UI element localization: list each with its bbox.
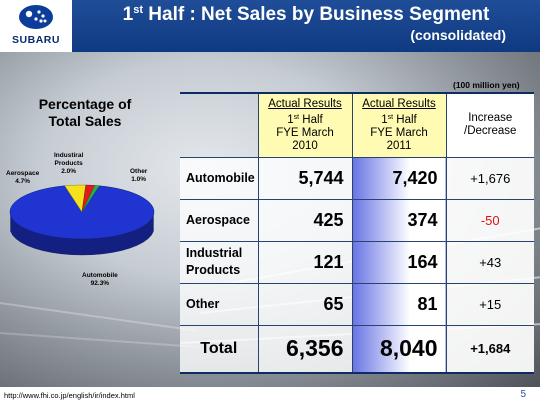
value-2010: 6,356 [257, 324, 352, 374]
col-header-2010: Actual Results 1st Half FYE March 2010 [257, 92, 352, 158]
row-label: Other [180, 282, 258, 326]
value-2011: 7,420 [351, 156, 446, 200]
pie-label-aerospace: Aerospace 4.7% [6, 170, 40, 185]
pie-label-other: Other 1.0% [130, 168, 148, 183]
pie-label-automobile: Automobile 92.3% [82, 272, 118, 287]
unit-label: (100 million yen) [453, 80, 520, 90]
row-label: Total [180, 324, 258, 374]
pie-label-industrial: Industiral Products 2.0% [54, 152, 84, 175]
page-number: 5 [520, 389, 526, 400]
pie-chart-title: Percentage of Total Sales [38, 96, 132, 129]
table-row-automobile: Automobile 5,744 7,420 +1,676 [180, 156, 534, 200]
table-row-aerospace: Aerospace 425 374 -50 [180, 198, 534, 242]
value-2011: 8,040 [351, 324, 446, 374]
value-2010: 121 [257, 240, 352, 284]
value-2010: 5,744 [257, 156, 352, 200]
row-label: Automobile [180, 156, 258, 200]
pie-slice-other [81, 185, 100, 213]
value-change: +15 [445, 282, 534, 326]
slide-subtitle: (consolidated) [410, 27, 506, 43]
table-row-other: Other 65 81 +15 [180, 282, 534, 326]
segment-sales-table: Actual Results 1st Half FYE March 2010 A… [180, 92, 534, 374]
pleiades-emblem-icon [19, 5, 53, 29]
value-2011: 164 [351, 240, 446, 284]
value-2010: 425 [257, 198, 352, 242]
subaru-logo: SUBARU [0, 0, 72, 52]
table-header-row: Actual Results 1st Half FYE March 2010 A… [180, 92, 534, 158]
slide-title: 1st Half : Net Sales by Business Segment [122, 4, 490, 25]
row-label: Industrial Products [180, 240, 258, 284]
footer-url: http://www.fhi.co.jp/english/ir/index.ht… [4, 391, 135, 400]
table-row-total: Total 6,356 8,040 +1,684 [180, 324, 534, 374]
row-label: Aerospace [180, 198, 258, 242]
value-change: +1,684 [445, 324, 534, 374]
value-change: +43 [445, 240, 534, 284]
header-bar: SUBARU 1st Half : Net Sales by Business … [0, 0, 540, 52]
value-change: +1,676 [445, 156, 534, 200]
value-2011: 374 [351, 198, 446, 242]
table-row-industrial-products: Industrial Products 121 164 +43 [180, 240, 534, 284]
value-2010: 65 [257, 282, 352, 326]
value-2011: 81 [351, 282, 446, 326]
col-header-2011: Actual Results 1st Half FYE March 2011 [351, 92, 446, 158]
value-change: -50 [445, 198, 534, 242]
sales-share-pie-chart [9, 184, 155, 256]
brand-name: SUBARU [12, 34, 60, 46]
col-header-change: Increase /Decrease [445, 92, 534, 158]
